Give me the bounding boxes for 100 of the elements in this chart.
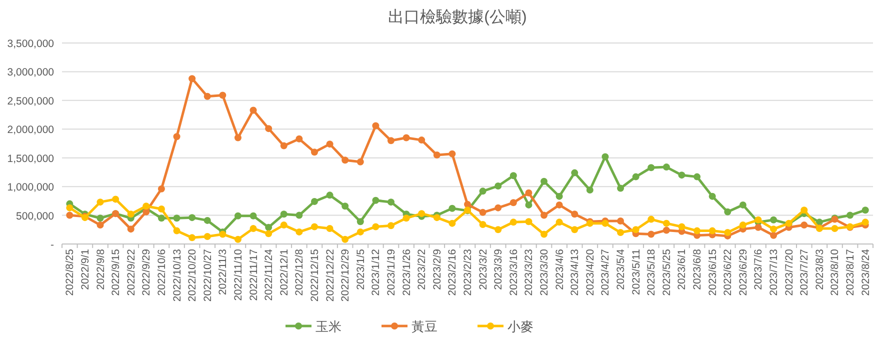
x-tick-label: 2022/9/8	[94, 248, 107, 290]
x-tick-label: 2023/6/15	[706, 248, 719, 296]
x-tick-label: 2023/7/20	[783, 248, 796, 296]
point	[694, 173, 701, 180]
y-tick-label: 3,000,000	[7, 66, 54, 79]
point	[571, 169, 578, 176]
x-tick-label: 2022/12/8	[294, 248, 306, 296]
point	[448, 150, 456, 158]
point	[846, 212, 854, 219]
x-tick-label: 2022/9/29	[140, 248, 153, 296]
point	[310, 148, 318, 156]
x-tick-label: 2022/11/3	[217, 248, 230, 295]
point	[662, 220, 670, 227]
point	[556, 192, 563, 200]
point	[173, 227, 180, 234]
x-tick-label: 2023/5/25	[660, 248, 673, 296]
point	[310, 223, 318, 230]
point	[571, 226, 578, 234]
point	[296, 135, 303, 142]
point	[510, 199, 517, 206]
x-tick-label: 2023/6/22	[722, 248, 734, 296]
x-tick-label: 2023/4/20	[584, 248, 596, 296]
x-tick-label: 2023/5/18	[646, 248, 658, 296]
point	[418, 136, 426, 144]
point	[219, 92, 226, 99]
x-tick-label: 2023/3/16	[508, 248, 520, 296]
y-tick-label: 500,000	[16, 210, 54, 222]
point	[418, 210, 426, 218]
y-tick-label: 1,500,000	[7, 152, 54, 165]
point	[158, 214, 165, 222]
point	[556, 218, 563, 226]
point	[479, 220, 486, 228]
point	[862, 206, 869, 214]
x-tick-label: 2023/2/16	[446, 248, 459, 296]
point	[494, 204, 502, 212]
point	[326, 224, 334, 232]
point	[158, 205, 165, 212]
x-tick-label: 2023/3/23	[523, 248, 536, 296]
x-tick-label: 2022/11/10	[232, 248, 244, 301]
x-tick-label: 2022/12/29	[340, 248, 352, 302]
point	[770, 232, 778, 239]
point	[724, 208, 732, 216]
point	[234, 134, 242, 142]
point	[402, 214, 410, 222]
point	[648, 230, 655, 238]
x-tick-label: 2022/11/24	[263, 248, 276, 301]
chart-title: 出口檢驗數據(公噸)	[388, 8, 527, 26]
x-tick-label: 2022/12/1	[278, 248, 290, 296]
point	[571, 210, 578, 218]
point	[540, 212, 548, 219]
point	[66, 204, 74, 212]
point	[372, 122, 380, 130]
x-tick-label: 2023/2/9	[431, 248, 444, 290]
point	[250, 224, 257, 232]
x-tick-label: 2023/2/2	[416, 248, 428, 290]
point	[158, 185, 165, 192]
x-tick-label: 2023/1/26	[400, 248, 413, 296]
x-tick-label: 2023/3/30	[538, 248, 551, 296]
point	[525, 189, 532, 196]
point	[204, 233, 211, 240]
x-tick-label: 2023/5/4	[615, 248, 628, 290]
point	[724, 229, 732, 236]
point	[694, 227, 701, 234]
point	[754, 216, 762, 224]
point	[648, 164, 655, 172]
point	[632, 173, 640, 180]
point	[356, 218, 364, 226]
point	[678, 223, 686, 230]
x-tick-label: 2023/7/13	[768, 248, 780, 296]
x-tick-label: 2023/6/1	[676, 248, 688, 290]
x-tick-label: 2022/10/27	[202, 248, 214, 302]
x-tick-label: 2023/7/27	[798, 248, 811, 296]
legend-label: 小麥	[508, 319, 534, 334]
point	[448, 204, 456, 212]
point	[342, 156, 349, 164]
x-tick-label: 2023/4/27	[600, 248, 612, 296]
point	[464, 200, 471, 208]
point	[479, 208, 486, 216]
point	[433, 151, 440, 158]
point	[800, 206, 808, 214]
point	[617, 229, 624, 236]
x-tick-label: 2023/3/9	[492, 248, 505, 290]
point	[112, 196, 120, 203]
x-tick-label: 2022/12/22	[324, 248, 336, 302]
x-tick-label: 2022/8/25	[64, 248, 76, 296]
point	[66, 212, 74, 219]
point	[494, 226, 502, 234]
point	[265, 230, 272, 238]
point	[326, 192, 334, 199]
x-tick-label: 2022/9/15	[110, 248, 122, 296]
point	[602, 153, 609, 160]
legend-label: 玉米	[316, 319, 342, 334]
point	[494, 182, 502, 190]
point	[448, 220, 456, 227]
x-tick-label: 2023/6/8	[692, 248, 704, 290]
point	[540, 230, 548, 238]
point	[296, 228, 303, 236]
x-tick-label: 2023/1/5	[354, 248, 367, 290]
x-tick-label: 2023/1/12	[370, 248, 382, 296]
x-tick-label: 2023/1/19	[385, 248, 398, 296]
